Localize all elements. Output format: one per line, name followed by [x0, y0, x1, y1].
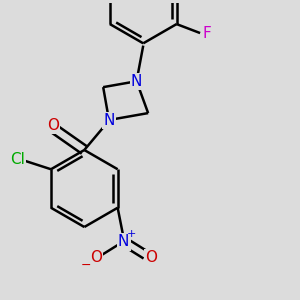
Text: +: + — [127, 229, 136, 239]
Text: O: O — [145, 250, 157, 265]
Text: N: N — [131, 74, 142, 89]
Text: −: − — [81, 260, 92, 272]
Text: O: O — [47, 118, 59, 133]
Text: F: F — [203, 26, 212, 41]
Text: O: O — [90, 250, 102, 265]
Text: Cl: Cl — [10, 152, 25, 167]
Text: N: N — [118, 234, 129, 249]
Text: N: N — [103, 113, 115, 128]
